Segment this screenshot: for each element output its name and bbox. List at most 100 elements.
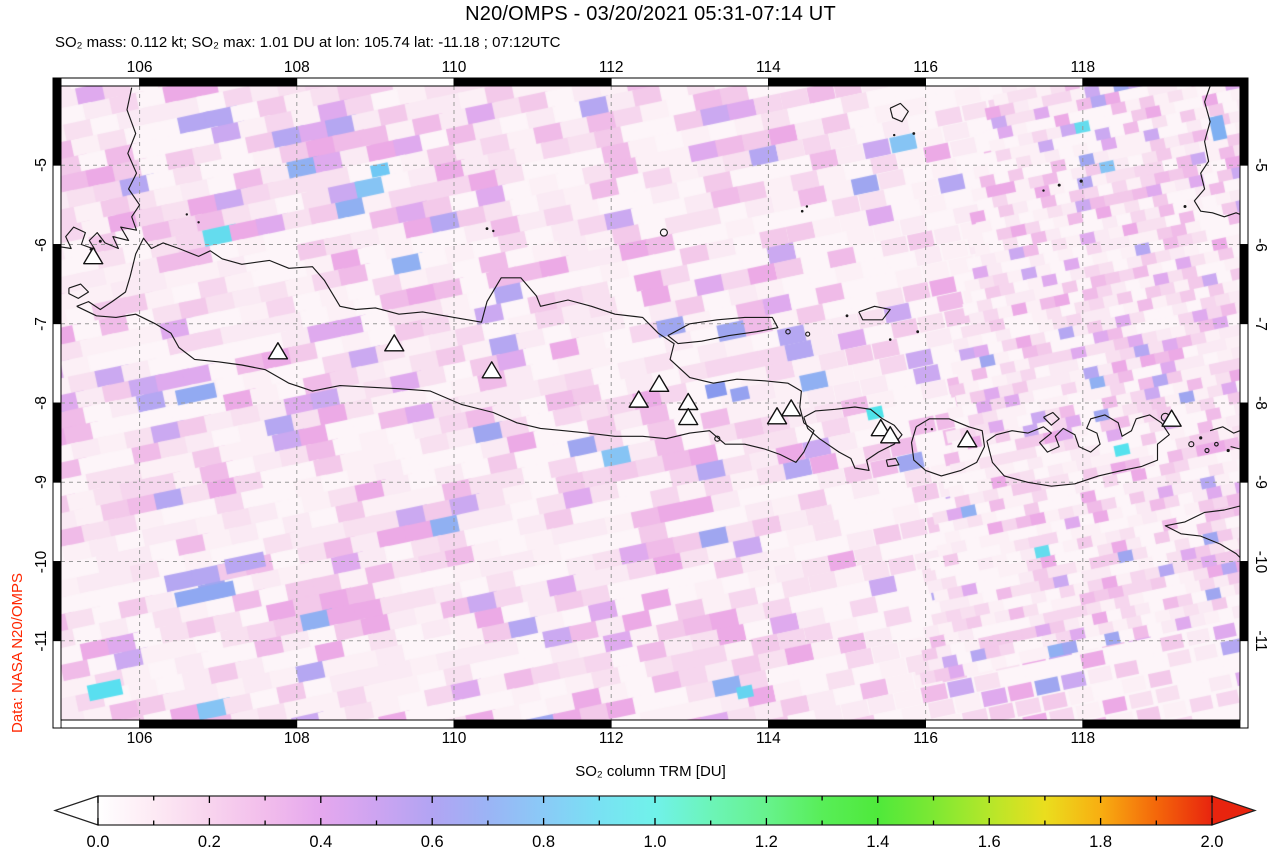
grid-layer bbox=[61, 86, 1240, 720]
volcano-marker bbox=[870, 418, 891, 437]
lat-tick-label-right: -11 bbox=[1252, 630, 1269, 652]
lat-tick-label-right: -10 bbox=[1252, 550, 1269, 573]
coastline bbox=[1164, 505, 1241, 558]
lon-tick-label-bottom: 114 bbox=[756, 730, 781, 747]
lon-tick-label-top: 106 bbox=[126, 59, 153, 76]
lon-tick-label-bottom: 108 bbox=[283, 730, 310, 747]
colorbar-tick-label: 0.0 bbox=[87, 833, 110, 851]
lat-tick-label-right: -6 bbox=[1252, 237, 1269, 252]
island-dot bbox=[1199, 436, 1203, 440]
plot-title: N20/OMPS - 03/20/2021 05:31-07:14 UT bbox=[465, 3, 836, 25]
volcano-marker bbox=[678, 392, 699, 411]
volcano-marker bbox=[1161, 409, 1182, 427]
volcano-marker bbox=[780, 399, 802, 417]
volcano-marker bbox=[481, 361, 502, 379]
volcano-marker bbox=[648, 374, 670, 392]
island-dot bbox=[1226, 448, 1230, 453]
colorbar-title: SO₂ column TRM [DU] bbox=[575, 763, 726, 780]
island-dot bbox=[800, 209, 804, 213]
lat-tick-label-left: -11 bbox=[33, 630, 50, 652]
lon-tick-label-bottom: 112 bbox=[598, 730, 624, 747]
colorbar-tick-label: 1.2 bbox=[755, 833, 778, 851]
island-dot bbox=[1042, 189, 1045, 192]
lon-tick-label-top: 118 bbox=[1070, 59, 1096, 76]
colorbar-left-arrow bbox=[53, 795, 99, 826]
volcano-marker bbox=[880, 426, 901, 444]
lat-tick-label-left: -10 bbox=[33, 550, 50, 573]
island-dot bbox=[659, 228, 668, 237]
lat-tick-label-right: -9 bbox=[1252, 475, 1269, 490]
lat-tick-label-left: -6 bbox=[33, 237, 50, 252]
lon-tick-label-top: 110 bbox=[441, 59, 467, 76]
coastline-layer bbox=[60, 85, 1241, 558]
lat-tick-label-right: -8 bbox=[1252, 396, 1269, 410]
island-dot bbox=[924, 428, 927, 431]
lon-tick-label-bottom: 118 bbox=[1070, 730, 1096, 747]
island-dot bbox=[912, 132, 916, 135]
coastline bbox=[910, 418, 986, 477]
lat-tick-label-left: -8 bbox=[33, 396, 50, 410]
island-dot bbox=[185, 213, 188, 216]
island-dot bbox=[1183, 205, 1187, 208]
lon-tick-label-top: 108 bbox=[283, 59, 310, 76]
coastline bbox=[68, 283, 90, 299]
colorbar-tick-label: 0.2 bbox=[198, 833, 221, 851]
coastline bbox=[1043, 411, 1060, 426]
island-dot bbox=[197, 221, 200, 224]
coastline bbox=[1209, 426, 1241, 434]
colorbar-tick-label: 1.6 bbox=[978, 833, 1001, 851]
coastline bbox=[667, 316, 779, 345]
lon-tick-label-bottom: 110 bbox=[441, 730, 467, 747]
coastline bbox=[1230, 446, 1241, 450]
island-dot bbox=[492, 229, 495, 233]
coastline bbox=[858, 305, 891, 321]
island-dot bbox=[1057, 183, 1061, 187]
colorbar-tick-label: 1.8 bbox=[1089, 833, 1112, 851]
volcano-marker bbox=[267, 342, 289, 360]
island-dot bbox=[98, 239, 102, 243]
lat-tick-label-left: -7 bbox=[33, 316, 50, 331]
colorbar-svg: 0.0 0.2 0.4 0.6 0.8 1.0 1.2 1.4 1.6 1.8 2.0 bbox=[53, 795, 1257, 851]
lon-tick-label-top: 116 bbox=[913, 59, 938, 76]
volcano-marker bbox=[957, 430, 978, 448]
lon-tick-label-top: 114 bbox=[756, 59, 781, 76]
island-dot bbox=[916, 330, 920, 334]
coastline bbox=[76, 237, 815, 463]
credit-text: Data: NASA N20/OMPS bbox=[9, 572, 26, 733]
lon-tick-label-bottom: 106 bbox=[126, 730, 153, 747]
volcano-layer bbox=[83, 246, 1182, 448]
coastline bbox=[1193, 85, 1241, 218]
coastline bbox=[885, 457, 900, 467]
coastline bbox=[803, 406, 903, 471]
island-dot bbox=[785, 328, 791, 335]
island-dot bbox=[1214, 441, 1219, 447]
colorbar-tick-label: 0.6 bbox=[421, 833, 444, 851]
lat-tick-label-right: -5 bbox=[1252, 158, 1269, 173]
colorbar-ticks bbox=[97, 796, 1213, 825]
island-dot bbox=[893, 133, 896, 137]
island-dot bbox=[930, 428, 934, 431]
island-dot bbox=[1079, 179, 1083, 183]
coastline bbox=[60, 87, 141, 250]
coastline bbox=[889, 102, 909, 123]
volcano-marker bbox=[83, 246, 104, 265]
plot-subtitle: SO₂ mass: 0.112 kt; SO₂ max: 1.01 DU at … bbox=[55, 34, 561, 51]
colorbar-tick-label: 1.0 bbox=[644, 833, 667, 851]
colorbar-right-arrow bbox=[1211, 795, 1257, 826]
colorbar-tick-label: 0.8 bbox=[532, 833, 555, 851]
ruler-band bbox=[52, 77, 1249, 729]
volcano-marker bbox=[384, 334, 405, 352]
island-dot bbox=[714, 435, 721, 442]
island-dot bbox=[805, 331, 811, 337]
island-dot bbox=[1204, 447, 1210, 454]
lon-tick-label-top: 112 bbox=[598, 59, 624, 76]
island-dot bbox=[845, 314, 849, 318]
island-dot bbox=[485, 227, 489, 231]
island-dot bbox=[888, 338, 892, 341]
lat-tick-label-left: -5 bbox=[33, 158, 50, 173]
island-dot bbox=[805, 205, 809, 208]
volcano-marker bbox=[628, 390, 649, 408]
volcano-marker bbox=[678, 407, 699, 426]
lat-tick-label-right: -7 bbox=[1252, 316, 1269, 331]
